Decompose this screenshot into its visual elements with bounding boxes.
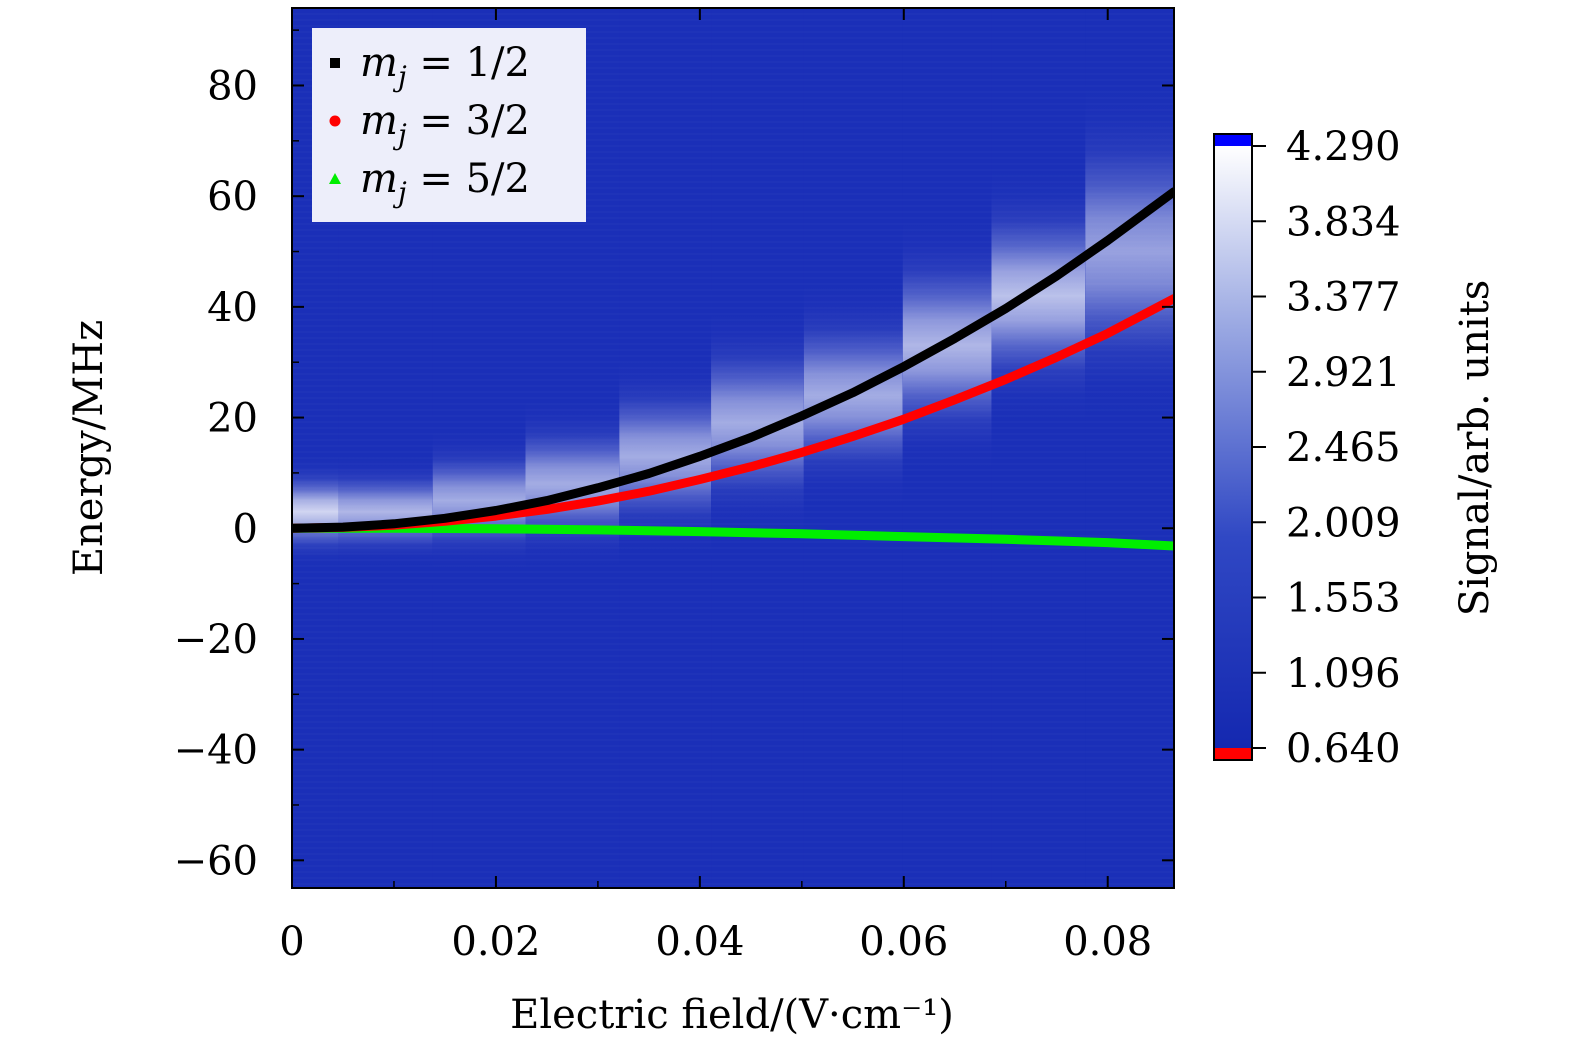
legend-marker-square (330, 58, 340, 68)
y-tick-label: −40 (174, 728, 258, 774)
legend-entry-label: mj = 5/2 (360, 156, 530, 209)
y-tick-label: 80 (207, 63, 258, 109)
y-axis-label: Energy/MHz (66, 320, 112, 576)
legend-marker-triangle (329, 173, 341, 184)
legend-entry-label: mj = 3/2 (360, 98, 530, 151)
colorbar-tick-label: 3.834 (1286, 199, 1401, 245)
colorbar-tick-label: 1.096 (1286, 651, 1401, 697)
x-tick-label: 0.02 (451, 919, 540, 965)
x-axis-label: Electric field/(V·cm⁻¹) (510, 992, 954, 1038)
colorbar-under-swatch (1214, 748, 1252, 760)
y-tick-label: −20 (174, 617, 258, 663)
series-line (292, 187, 1174, 533)
colorbar-ticks: 4.290 3.834 3.377 2.921 2.465 2.009 1.553 1.096… (1252, 124, 1401, 772)
y-tick-label: 60 (207, 174, 258, 220)
legend-entry-label: mj = 1/2 (360, 40, 530, 93)
series-line (292, 523, 1174, 551)
y-tick-label: 0 (233, 506, 258, 552)
colorbar-tick-label: 2.921 (1286, 350, 1401, 396)
plot-frame (291, 7, 1175, 889)
colorbar-tick-label: 4.290 (1286, 124, 1401, 170)
legend-marker-circle (329, 115, 341, 127)
heatmap-cell (1085, 52, 1174, 451)
colorbar: 4.290 3.834 3.377 2.921 2.465 2.009 1.553 1.096… (1213, 124, 1498, 772)
x-axis: 0 0.02 0.04 0.06 0.08 (279, 8, 1152, 965)
colorbar-label: Signal/arb. units (1452, 280, 1498, 617)
y-tick-label: 20 (207, 396, 258, 442)
heatmap-cell (338, 445, 433, 579)
colorbar-tick-label: 0.640 (1286, 726, 1401, 772)
x-tick-label: 0 (279, 919, 304, 965)
colorbar-over-swatch (1214, 134, 1252, 146)
heatmap-cell (991, 146, 1086, 446)
x-tick-label: 0.04 (655, 919, 744, 965)
y-tick-label: −60 (174, 838, 258, 884)
colorbar-gradient (1214, 146, 1252, 748)
x-tick-label: 0.08 (1063, 919, 1152, 965)
colorbar-tick-label: 1.553 (1286, 576, 1401, 622)
colorbar-tick-label: 3.377 (1286, 275, 1401, 321)
colorbar-tick-label: 2.465 (1286, 425, 1401, 471)
legend-box (312, 28, 586, 222)
x-tick-label: 0.06 (859, 919, 948, 965)
heatmap-cell (432, 417, 526, 584)
legend: mj = 1/2mj = 3/2mj = 5/2 (312, 28, 586, 222)
colorbar-tick-label: 2.009 (1286, 500, 1401, 546)
heatmap-cell (292, 445, 339, 579)
y-axis: 80 60 40 20 0 −20 −40 −60 (174, 29, 1174, 884)
series-layer (292, 187, 1174, 551)
y-tick-label: 40 (207, 285, 258, 331)
